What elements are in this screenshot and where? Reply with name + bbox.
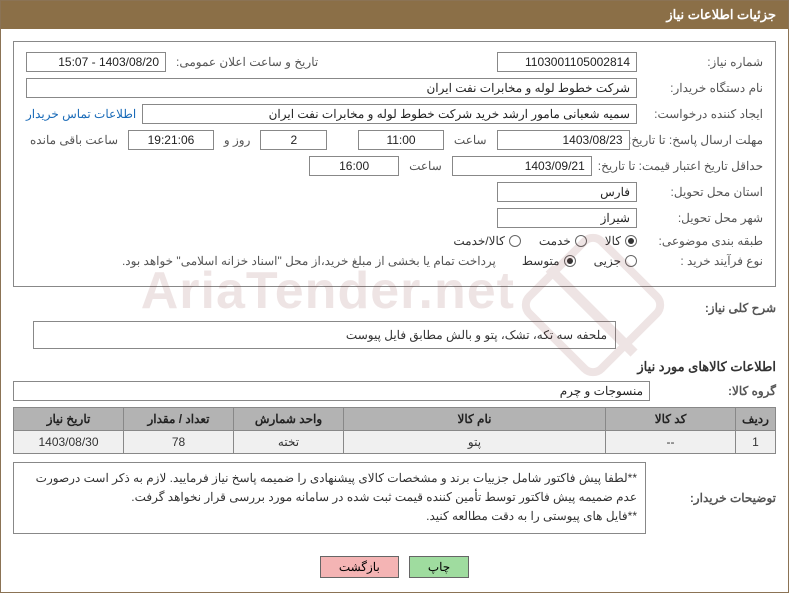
page-title: جزئیات اطلاعات نیاز [1,1,788,29]
label-process-type: نوع فرآیند خرید : [643,254,763,268]
label-remaining: ساعت باقی مانده [26,133,122,147]
value-announce-dt: 1403/08/20 - 15:07 [26,52,166,72]
th-date: تاریخ نیاز [14,408,124,431]
radio-item-goods[interactable]: کالا [605,234,637,248]
radio-group-process: جزیی متوسط [522,254,637,268]
value-buyer-notes: **لطفا پیش فاکتور شامل جزییات برند و مشخ… [13,462,646,534]
value-response-time: 11:00 [358,130,444,150]
label-price-validity: حداقل تاریخ اعتبار قیمت: تا تاریخ: [598,159,763,173]
radio-label-goods: کالا [605,234,621,248]
radio-label-service: خدمت [539,234,571,248]
cell-code: -- [606,431,736,454]
action-bar: چاپ بازگشت [1,546,788,592]
goods-table: ردیف کد کالا نام کالا واحد شمارش تعداد /… [13,407,776,454]
value-price-time: 16:00 [309,156,399,176]
value-goods-group: منسوجات و چرم [13,381,650,401]
value-countdown: 19:21:06 [128,130,214,150]
label-response-deadline: مهلت ارسال پاسخ: تا تاریخ: [636,133,763,147]
radio-icon [625,255,637,267]
th-idx: ردیف [736,408,776,431]
label-province: استان محل تحویل: [643,185,763,199]
th-unit: واحد شمارش [234,408,344,431]
radio-item-service[interactable]: خدمت [539,234,587,248]
row-buyer-notes: توضیحات خریدار: **لطفا پیش فاکتور شامل ج… [13,462,776,534]
radio-icon [509,235,521,247]
row-requester: ایجاد کننده درخواست: سمیه شعبانی مامور ا… [26,104,763,124]
value-requester: سمیه شعبانی مامور ارشد خرید شرکت خطوط لو… [142,104,637,124]
cell-unit: تخته [234,431,344,454]
cell-date: 1403/08/30 [14,431,124,454]
main-fieldset: شماره نیاز: 1103001105002814 تاریخ و ساع… [13,41,776,287]
row-buyer-org: نام دستگاه خریدار: شرکت خطوط لوله و مخاب… [26,78,763,98]
label-goods-group: گروه کالا: [656,384,776,398]
radio-item-both[interactable]: کالا/خدمت [453,234,520,248]
value-need-number: 1103001105002814 [497,52,637,72]
value-response-date: 1403/08/23 [497,130,630,150]
radio-item-medium[interactable]: متوسط [522,254,576,268]
row-price-validity: حداقل تاریخ اعتبار قیمت: تا تاریخ: 1403/… [26,156,763,176]
label-subject-class: طبقه بندی موضوعی: [643,234,763,248]
radio-item-minor[interactable]: جزیی [594,254,637,268]
goods-section-title: اطلاعات کالاهای مورد نیاز [13,359,776,375]
label-need-number: شماره نیاز: [643,55,763,69]
th-name: نام کالا [344,408,606,431]
row-need-number: شماره نیاز: 1103001105002814 تاریخ و ساع… [26,52,763,72]
row-province: استان محل تحویل: فارس [26,182,763,202]
label-requester: ایجاد کننده درخواست: [643,107,763,121]
value-city: شیراز [497,208,637,228]
label-city: شهر محل تحویل: [643,211,763,225]
value-price-date: 1403/09/21 [452,156,592,176]
value-province: فارس [497,182,637,202]
value-days-remaining: 2 [260,130,327,150]
th-qty: تعداد / مقدار [124,408,234,431]
radio-label-minor: جزیی [594,254,621,268]
row-response-deadline: مهلت ارسال پاسخ: تا تاریخ: 1403/08/23 سا… [26,130,763,150]
process-type-note: پرداخت تمام یا بخشی از مبلغ خرید،از محل … [122,254,496,268]
row-subject-class: طبقه بندی موضوعی: کالا خدمت کالا/خدمت [26,234,763,248]
row-city: شهر محل تحویل: شیراز [26,208,763,228]
radio-icon [575,235,587,247]
cell-qty: 78 [124,431,234,454]
row-process-type: نوع فرآیند خرید : جزیی متوسط پرداخت تمام… [26,254,763,268]
table-header-row: ردیف کد کالا نام کالا واحد شمارش تعداد /… [14,408,776,431]
value-general-desc: ملحفه سه تکه، تشک، پتو و بالش مطابق فایل… [33,321,616,349]
label-response-time: ساعت [450,133,491,147]
radio-group-subject: کالا خدمت کالا/خدمت [453,234,637,248]
label-buyer-org: نام دستگاه خریدار: [643,81,763,95]
radio-icon [625,235,637,247]
table-row: 1 -- پتو تخته 78 1403/08/30 [14,431,776,454]
label-days-and: روز و [220,133,255,147]
print-button[interactable]: چاپ [409,556,469,578]
page-container: جزئیات اطلاعات نیاز شماره نیاز: 11030011… [0,0,789,593]
label-general-desc: شرح کلی نیاز: [656,301,776,315]
cell-name: پتو [344,431,606,454]
radio-label-medium: متوسط [522,254,560,268]
label-price-time: ساعت [405,159,446,173]
value-buyer-org: شرکت خطوط لوله و مخابرات نفت ایران [26,78,637,98]
row-goods-group: گروه کالا: منسوجات و چرم [13,381,776,401]
label-buyer-notes: توضیحات خریدار: [656,491,776,505]
content: شماره نیاز: 1103001105002814 تاریخ و ساع… [1,29,788,546]
cell-idx: 1 [736,431,776,454]
radio-icon [564,255,576,267]
link-buyer-contact[interactable]: اطلاعات تماس خریدار [26,107,136,121]
back-button[interactable]: بازگشت [320,556,399,578]
label-announce-dt: تاریخ و ساعت اعلان عمومی: [172,55,322,69]
th-code: کد کالا [606,408,736,431]
radio-label-both: کالا/خدمت [453,234,504,248]
row-general-desc: شرح کلی نیاز: [13,301,776,315]
